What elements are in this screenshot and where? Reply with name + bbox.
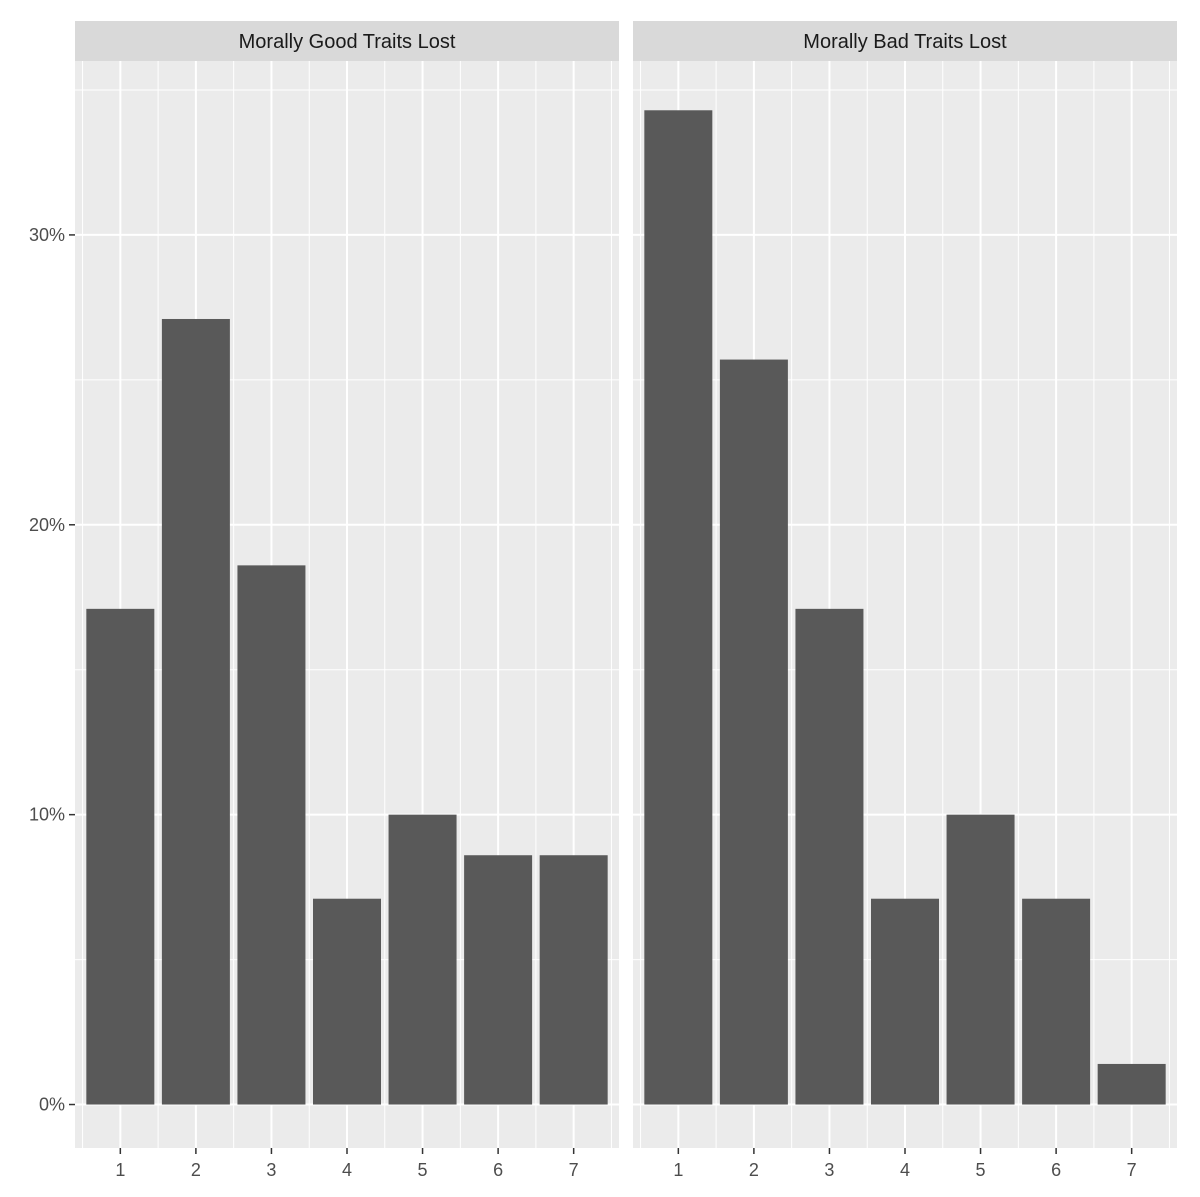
y-tick-label: 10% [29,805,65,825]
bar-7 [539,855,608,1105]
x-tick-label: 4 [900,1160,910,1180]
bar-6 [464,855,533,1105]
facet-panel-1: Morally Good Traits Lost 1 2 3 4 5 6 7 0% 10% 20% 3… [29,21,619,1180]
x-tick-label: 3 [824,1160,834,1180]
bar-5 [388,814,457,1105]
x-tick-label: 1 [115,1160,125,1180]
x-tick-label: 2 [749,1160,759,1180]
x-tick-label: 1 [673,1160,683,1180]
x-tick-label: 5 [418,1160,428,1180]
x-tick-label: 5 [976,1160,986,1180]
bar-1 [644,110,713,1105]
x-tick-label: 3 [266,1160,276,1180]
bar-2 [719,359,788,1105]
bar-1 [86,608,155,1105]
y-tick-label: 30% [29,225,65,245]
bar-2 [161,318,230,1105]
bar-4 [313,898,381,1105]
bar-4 [871,898,939,1105]
x-tick-label: 7 [569,1160,579,1180]
facet-strip-title: Morally Bad Traits Lost [803,31,1007,53]
x-tick-label: 6 [1051,1160,1061,1180]
bar-3 [795,608,864,1105]
x-tick-label: 6 [493,1160,503,1180]
facet-strip [633,21,1177,61]
facet-strip-title: Morally Good Traits Lost [239,31,456,53]
y-tick-label: 0% [39,1095,65,1115]
y-tick-label: 20% [29,515,65,535]
bar-3 [237,565,306,1105]
facet-strip [75,21,619,61]
bar-6 [1022,898,1091,1105]
bar-5 [946,814,1015,1105]
x-tick-label: 7 [1127,1160,1137,1180]
x-tick-label: 4 [342,1160,352,1180]
facet-panel-2: Morally Bad Traits Lost 1 2 3 4 5 6 7 [633,21,1177,1180]
x-tick-label: 2 [191,1160,201,1180]
bar-7 [1097,1063,1166,1105]
